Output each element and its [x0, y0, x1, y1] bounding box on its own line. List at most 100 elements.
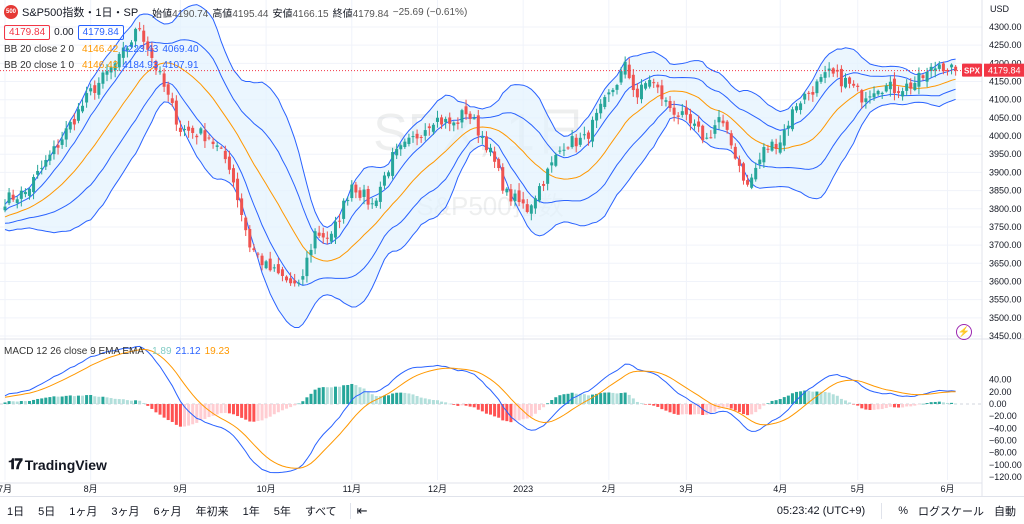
macd-histogram-bar [195, 404, 199, 423]
candle-body [297, 282, 301, 284]
candle [705, 132, 709, 140]
macd-histogram-bar [574, 393, 578, 404]
candle [227, 150, 231, 175]
buy-price-box[interactable]: 4179.84 [77, 25, 124, 40]
macd-histogram-bar [627, 394, 631, 404]
bb2-legend[interactable]: BB 20 close 2 0 4146.42 4223.43 4069.40 [4, 44, 199, 55]
macd-histogram-bar [811, 391, 815, 404]
candle-body [619, 71, 623, 83]
price-tick-label: 3600.00 [989, 276, 1022, 286]
candle [276, 257, 280, 275]
macd-tick-label: 20.00 [989, 387, 1012, 397]
candle-body [652, 82, 656, 84]
candle [913, 76, 917, 92]
candle [933, 61, 937, 78]
time-tick-label: 11月 [343, 484, 361, 494]
price-tick-label: 4150.00 [989, 77, 1022, 87]
toolbar-divider [349, 502, 351, 519]
candle [831, 67, 835, 77]
chart-canvas[interactable]: SPX, 1日S&P500指数USD4300.004250.004200.004… [0, 0, 1024, 496]
clock-time[interactable]: 05:23:42 (UTC+9) [776, 504, 866, 517]
macd-legend[interactable]: MACD 12 26 close 9 EMA EMA 1.89 21.12 19… [4, 346, 230, 357]
candle-body [48, 154, 52, 161]
macd-histogram-bar [648, 404, 652, 405]
macd-histogram-bar [950, 402, 954, 404]
macd-histogram-bar [644, 404, 648, 405]
macd-histogram-bar [289, 404, 293, 408]
macd-histogram-bar [56, 396, 60, 404]
symbol-badge-icon: 500 [4, 5, 18, 19]
candle [533, 195, 537, 214]
candle [317, 225, 321, 238]
candle-body [750, 177, 754, 188]
log-scale-toggle[interactable]: ログスケール [918, 505, 984, 518]
candle [321, 227, 325, 244]
macd-histogram-bar [15, 401, 19, 404]
range-6m[interactable]: 6ヶ月 [153, 505, 182, 518]
macd-histogram-bar [64, 395, 68, 404]
candle-body [672, 107, 676, 115]
range-5d[interactable]: 5日 [38, 505, 56, 518]
macd-histogram-bar [860, 404, 864, 409]
macd-line [4, 345, 956, 474]
goto-date-icon[interactable]: ⇤ [356, 502, 368, 518]
macd-histogram-bar [799, 391, 803, 404]
candle [40, 160, 44, 175]
candle [374, 198, 378, 208]
macd-histogram-bar [901, 404, 905, 408]
candle [595, 108, 599, 129]
macd-histogram-bar [403, 392, 407, 404]
candle-body [93, 85, 97, 93]
candle-body [807, 92, 811, 94]
toolbar-divider-right [881, 502, 883, 519]
candle-body [44, 159, 48, 167]
macd-histogram-bar [32, 399, 36, 404]
range-3m[interactable]: 3ヶ月 [111, 505, 140, 518]
range-1d[interactable]: 1日 [7, 505, 25, 518]
range-all[interactable]: すべて [304, 505, 337, 518]
range-5y[interactable]: 5年 [273, 505, 291, 518]
candle-body [566, 147, 570, 149]
macd-histogram-bar [191, 404, 195, 425]
ohlc-high: 高値4195.44 [212, 8, 269, 20]
candle [856, 83, 860, 92]
candle-body [333, 221, 337, 238]
range-1y[interactable]: 1年 [242, 505, 260, 518]
macd-histogram-bar [256, 404, 260, 421]
symbol-title[interactable]: S&P500指数・1日・SP [22, 7, 139, 19]
candle-body [864, 98, 868, 102]
candle [191, 125, 195, 139]
bb1-legend[interactable]: BB 20 close 1 0 4146.42 4184.93 4107.91 [4, 60, 199, 71]
range-ytd[interactable]: 年初来 [195, 505, 229, 518]
auto-scale-toggle[interactable]: 自動 [994, 505, 1016, 518]
candle [170, 92, 174, 107]
macd-histogram-bar [419, 397, 423, 404]
percent-toggle[interactable]: % [898, 504, 908, 517]
candle [827, 62, 831, 78]
macd-histogram-bar [827, 392, 831, 404]
candle [848, 76, 852, 89]
flash-icon[interactable]: ⚡ [956, 324, 972, 340]
time-tick-label: 4月 [773, 484, 787, 494]
macd-histogram-bar [366, 391, 370, 404]
candle [240, 193, 244, 222]
candle [635, 83, 639, 104]
sell-price-box[interactable]: 4179.84 [4, 25, 51, 40]
candle [476, 109, 480, 143]
candle [333, 216, 337, 244]
candle [407, 133, 411, 147]
macd-histogram-bar [631, 398, 635, 404]
macd-histogram-bar [599, 393, 603, 404]
bb2-lower: 4069.40 [162, 44, 199, 55]
macd-histogram-bar [774, 400, 778, 404]
candle-body [142, 30, 146, 42]
macd-histogram-bar [138, 400, 142, 404]
last-price-badge [984, 63, 1024, 77]
macd-histogram-bar [72, 396, 76, 404]
candle [129, 40, 133, 49]
macd-histogram-bar [407, 393, 411, 404]
range-1m[interactable]: 1ヶ月 [69, 505, 98, 518]
candle [19, 186, 23, 207]
candle [366, 185, 370, 210]
